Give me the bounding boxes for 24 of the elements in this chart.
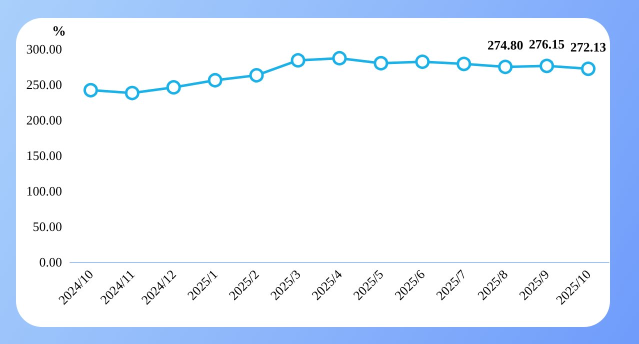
point	[581, 62, 596, 76]
point	[166, 80, 181, 95]
data-label: 272.13	[570, 40, 607, 55]
data-label: 274.80	[487, 38, 524, 53]
point	[540, 58, 554, 74]
point	[124, 86, 140, 100]
point	[83, 82, 98, 98]
data-label: 276.15	[528, 36, 566, 52]
point	[374, 56, 388, 70]
y-tick-label: 250.00	[26, 77, 62, 92]
point	[415, 54, 430, 70]
y-tick-label: 300.00	[26, 42, 62, 56]
y-tick-label: 50.00	[32, 219, 62, 234]
point	[332, 50, 347, 66]
point	[498, 60, 513, 74]
y-tick-label: 150.00	[26, 148, 62, 163]
y-tick-label: 100.00	[26, 184, 62, 198]
y-axis-title: %	[52, 24, 66, 40]
point	[249, 68, 264, 83]
point	[290, 53, 306, 68]
point	[208, 72, 222, 88]
y-tick-label: 0.00	[39, 254, 62, 270]
point	[456, 56, 472, 72]
y-tick-label: 200.00	[26, 112, 62, 128]
